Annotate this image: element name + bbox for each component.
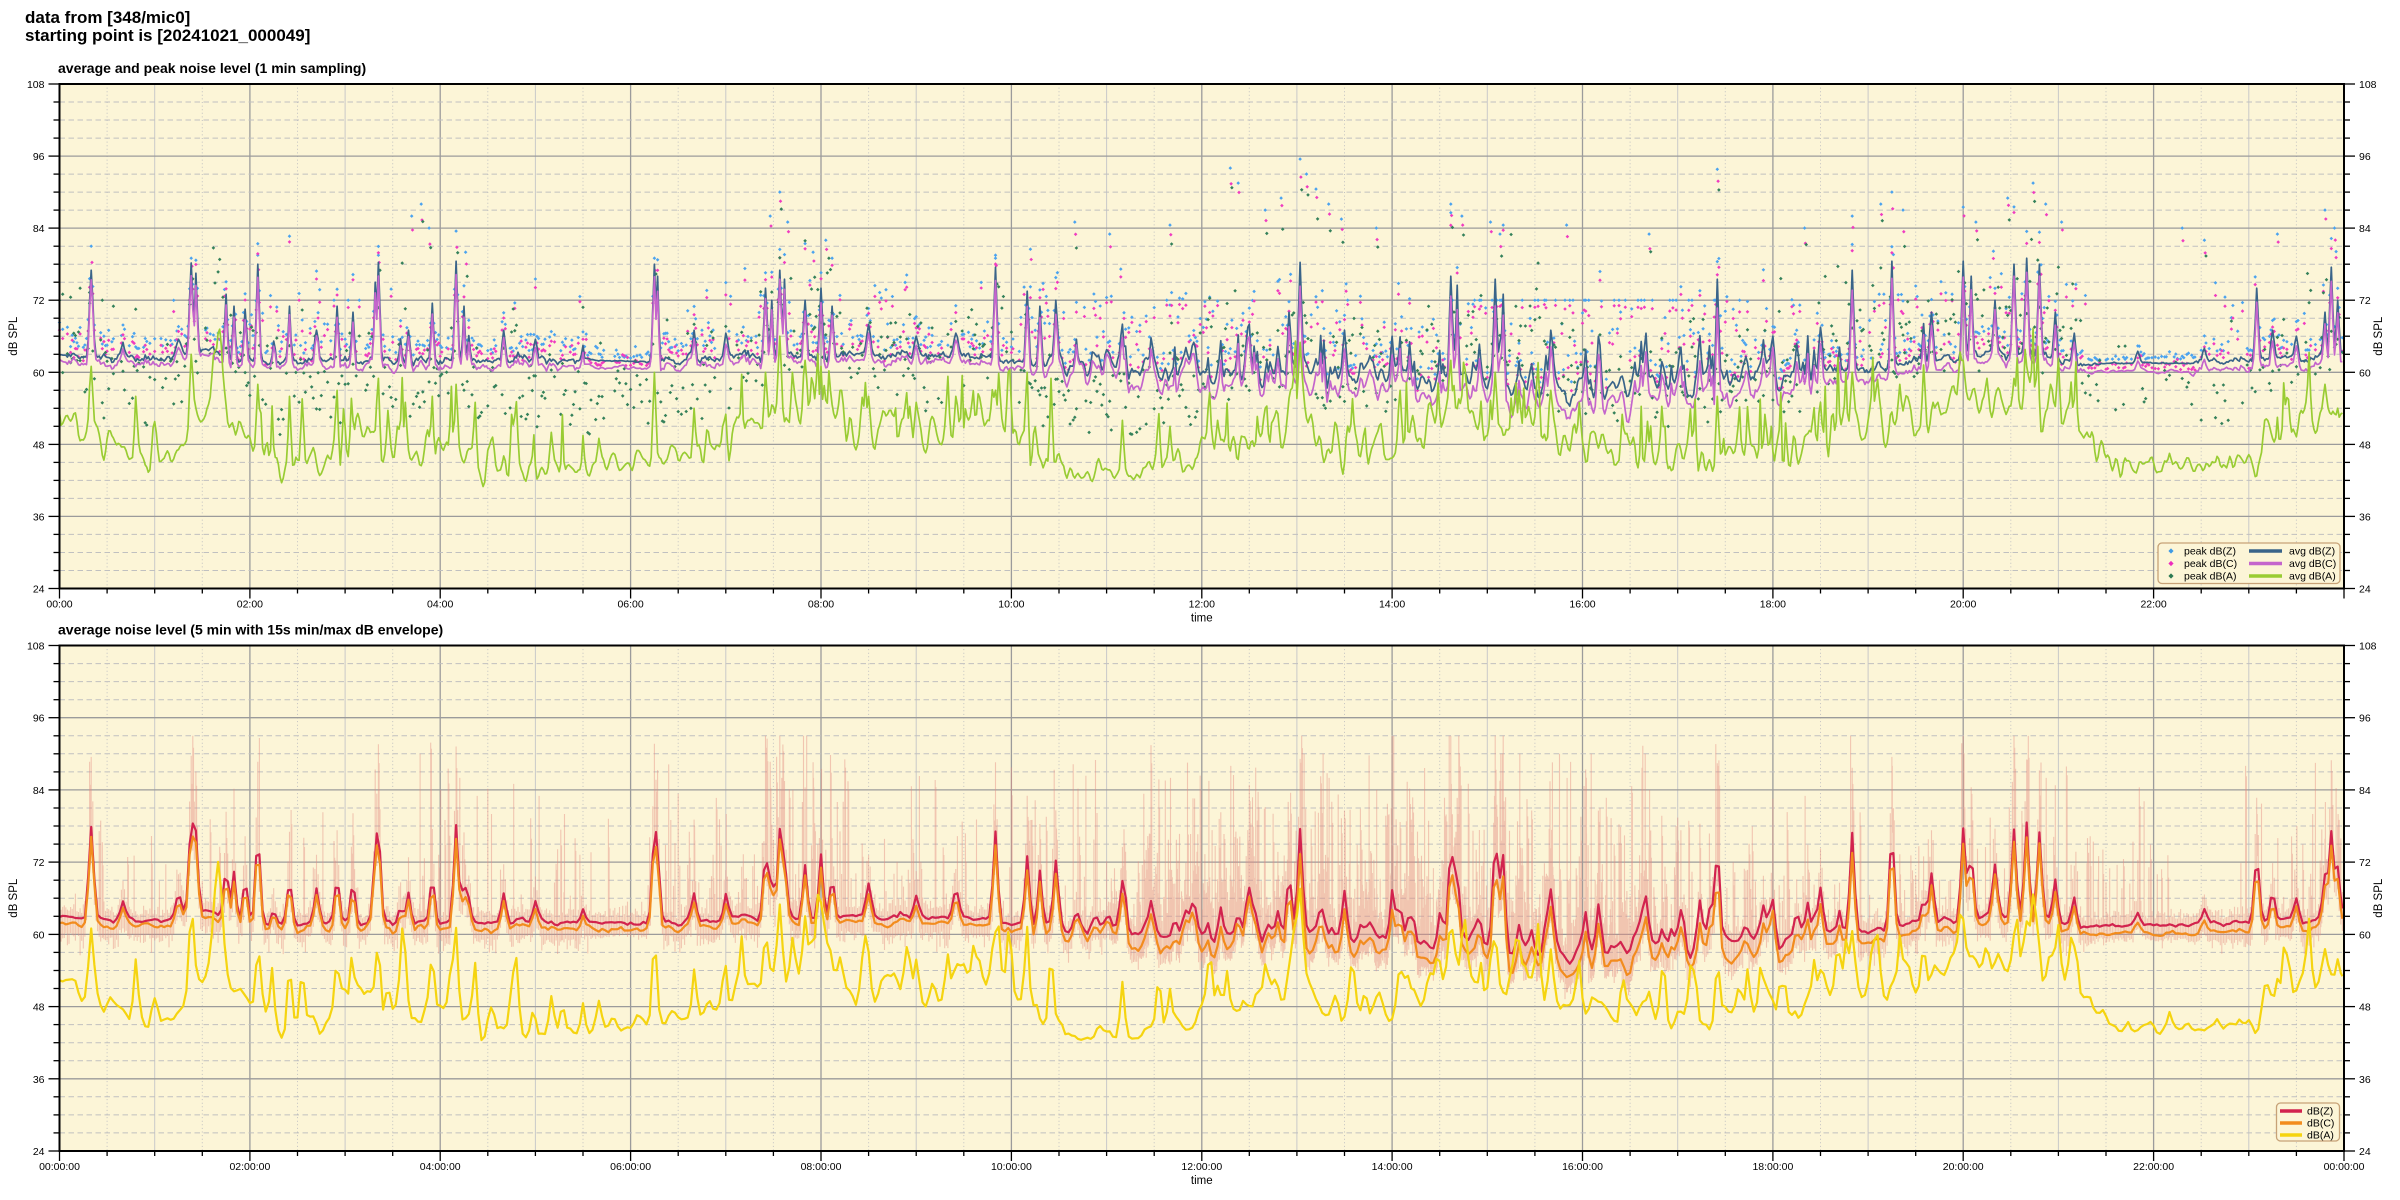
svg-text:108: 108: [2359, 79, 2377, 91]
svg-text:12:00: 12:00: [1189, 599, 1215, 611]
svg-text:avg dB(C): avg dB(C): [2289, 558, 2336, 570]
svg-text:96: 96: [33, 713, 45, 725]
svg-text:10:00: 10:00: [998, 599, 1024, 611]
svg-text:108: 108: [27, 641, 45, 653]
svg-text:72: 72: [33, 857, 45, 869]
svg-text:average noise level (5 min wit: average noise level (5 min with 15s min/…: [58, 622, 443, 638]
svg-text:data from [348/mic0]: data from [348/mic0]: [25, 8, 190, 27]
svg-text:108: 108: [2359, 641, 2377, 653]
svg-text:84: 84: [33, 223, 45, 235]
svg-text:peak dB(A): peak dB(A): [2184, 571, 2237, 583]
svg-text:average and peak noise level (: average and peak noise level (1 min samp…: [58, 60, 366, 76]
svg-text:08:00: 08:00: [808, 599, 834, 611]
svg-text:06:00:00: 06:00:00: [610, 1161, 651, 1173]
svg-text:84: 84: [33, 785, 45, 797]
svg-text:02:00:00: 02:00:00: [229, 1161, 270, 1173]
svg-text:12:00:00: 12:00:00: [1181, 1161, 1222, 1173]
svg-text:48: 48: [2359, 1002, 2371, 1014]
svg-text:60: 60: [33, 929, 45, 941]
svg-text:22:00: 22:00: [2140, 599, 2166, 611]
svg-text:24: 24: [2359, 584, 2371, 596]
svg-text:peak dB(C): peak dB(C): [2184, 558, 2237, 570]
svg-text:24: 24: [33, 1146, 45, 1158]
svg-text:16:00:00: 16:00:00: [1562, 1161, 1603, 1173]
svg-text:04:00:00: 04:00:00: [420, 1161, 461, 1173]
svg-text:02:00: 02:00: [237, 599, 263, 611]
svg-text:10:00:00: 10:00:00: [991, 1161, 1032, 1173]
svg-text:72: 72: [33, 295, 45, 307]
svg-text:04:00: 04:00: [427, 599, 453, 611]
svg-text:96: 96: [2359, 713, 2371, 725]
svg-text:36: 36: [2359, 1074, 2371, 1086]
svg-text:72: 72: [2359, 295, 2371, 307]
svg-text:08:00:00: 08:00:00: [801, 1161, 842, 1173]
svg-text:avg dB(Z): avg dB(Z): [2289, 546, 2335, 558]
svg-text:dB SPL: dB SPL: [8, 878, 20, 918]
svg-text:48: 48: [2359, 439, 2371, 451]
svg-text:84: 84: [2359, 785, 2371, 797]
svg-text:108: 108: [27, 79, 45, 91]
svg-text:60: 60: [2359, 367, 2371, 379]
svg-text:84: 84: [2359, 223, 2371, 235]
svg-text:dB SPL: dB SPL: [8, 316, 20, 356]
svg-text:time: time: [1191, 1175, 1213, 1187]
svg-text:starting point is [20241021_00: starting point is [20241021_000049]: [25, 26, 310, 45]
svg-text:dB(A): dB(A): [2307, 1130, 2334, 1142]
svg-text:14:00: 14:00: [1379, 599, 1405, 611]
svg-text:20:00: 20:00: [1950, 599, 1976, 611]
svg-text:time: time: [1191, 613, 1213, 625]
svg-text:60: 60: [2359, 929, 2371, 941]
svg-text:20:00:00: 20:00:00: [1943, 1161, 1984, 1173]
svg-text:24: 24: [2359, 1146, 2371, 1158]
svg-text:00:00:00: 00:00:00: [2324, 1161, 2365, 1173]
svg-text:18:00: 18:00: [1760, 599, 1786, 611]
svg-text:96: 96: [2359, 151, 2371, 163]
svg-text:96: 96: [33, 151, 45, 163]
svg-text:16:00: 16:00: [1569, 599, 1595, 611]
svg-text:18:00:00: 18:00:00: [1752, 1161, 1793, 1173]
svg-text:22:00:00: 22:00:00: [2133, 1161, 2174, 1173]
svg-text:dB SPL: dB SPL: [2373, 878, 2385, 918]
svg-text:dB(C): dB(C): [2307, 1118, 2334, 1130]
svg-text:24: 24: [33, 584, 45, 596]
svg-text:dB(Z): dB(Z): [2307, 1106, 2333, 1118]
svg-text:dB SPL: dB SPL: [2373, 316, 2385, 356]
svg-text:48: 48: [33, 439, 45, 451]
svg-text:72: 72: [2359, 857, 2371, 869]
svg-text:06:00: 06:00: [617, 599, 643, 611]
svg-text:14:00:00: 14:00:00: [1372, 1161, 1413, 1173]
svg-text:36: 36: [2359, 511, 2371, 523]
svg-text:60: 60: [33, 367, 45, 379]
svg-text:00:00: 00:00: [46, 599, 72, 611]
svg-text:peak dB(Z): peak dB(Z): [2184, 546, 2236, 558]
svg-text:00:00:00: 00:00:00: [39, 1161, 80, 1173]
svg-text:avg dB(A): avg dB(A): [2289, 571, 2336, 583]
svg-text:36: 36: [33, 1074, 45, 1086]
svg-text:36: 36: [33, 511, 45, 523]
svg-text:48: 48: [33, 1002, 45, 1014]
